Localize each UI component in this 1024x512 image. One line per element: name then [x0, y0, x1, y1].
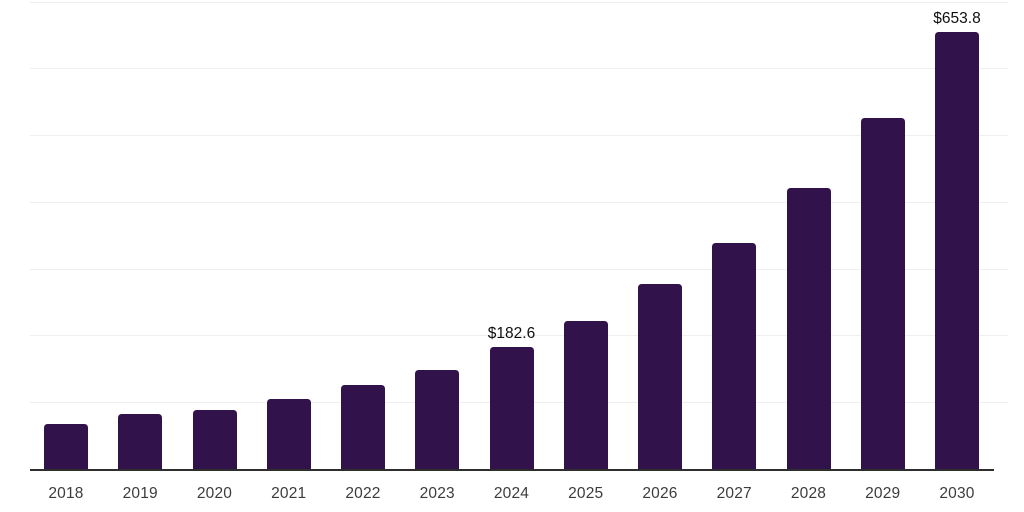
bar-2018: [44, 423, 88, 469]
bar-2019: [118, 413, 163, 469]
gridline-500: [30, 135, 1008, 137]
x-tick-label-2028: 2028: [790, 485, 827, 502]
gridline-700: [30, 1, 1008, 3]
x-tick-label-2030: 2030: [939, 485, 975, 502]
bar-2023: [415, 369, 460, 469]
x-tick-label-2024: 2024: [493, 485, 530, 502]
bar-2020: [192, 409, 237, 469]
x-tick-label-2018: 2018: [48, 485, 84, 502]
bar-2027: [712, 242, 757, 469]
data-label-2024: $182.6: [487, 324, 536, 342]
x-tick-label-2021: 2021: [271, 485, 307, 502]
gridline-200: [30, 335, 1008, 337]
x-axis-line: [30, 469, 994, 471]
bar-2030: [935, 32, 979, 469]
x-tick-label-2026: 2026: [642, 485, 678, 502]
bar-2029: [860, 118, 905, 469]
x-tick-label-2027: 2027: [716, 485, 752, 502]
x-tick-label-2025: 2025: [568, 485, 604, 502]
gridline-300: [30, 268, 1008, 270]
bar-2028: [786, 187, 831, 469]
bar-2026: [638, 284, 682, 469]
bar-2024: [489, 347, 534, 469]
bar-2021: [266, 398, 311, 469]
x-tick-label-2023: 2023: [419, 485, 455, 502]
gridline-400: [30, 201, 1008, 203]
bar-2022: [341, 385, 385, 469]
x-tick-label-2019: 2019: [122, 485, 158, 502]
x-tick-label-2022: 2022: [345, 485, 381, 502]
x-tick-label-2020: 2020: [196, 485, 233, 502]
gridline-600: [30, 68, 1008, 70]
x-tick-label-2029: 2029: [865, 485, 901, 502]
bar-2025: [563, 320, 608, 469]
data-label-2030: $653.8: [933, 9, 981, 27]
